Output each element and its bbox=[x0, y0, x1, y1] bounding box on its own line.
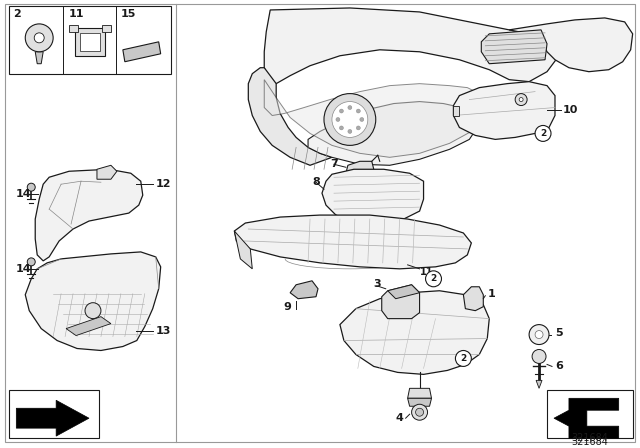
Circle shape bbox=[519, 98, 523, 102]
Text: 2: 2 bbox=[460, 354, 467, 363]
Circle shape bbox=[324, 94, 376, 145]
Text: 2: 2 bbox=[430, 274, 436, 283]
Bar bbox=[10, 390, 99, 438]
Circle shape bbox=[529, 325, 549, 345]
Polygon shape bbox=[80, 33, 100, 51]
Bar bbox=[547, 390, 633, 438]
Polygon shape bbox=[97, 165, 117, 179]
Text: 8: 8 bbox=[312, 177, 320, 187]
Circle shape bbox=[412, 404, 428, 420]
Polygon shape bbox=[35, 52, 43, 64]
Circle shape bbox=[356, 109, 360, 113]
Text: 13: 13 bbox=[156, 326, 171, 336]
Polygon shape bbox=[264, 8, 559, 84]
Polygon shape bbox=[290, 281, 318, 299]
Text: 1: 1 bbox=[487, 289, 495, 299]
Text: 11: 11 bbox=[69, 9, 84, 19]
Polygon shape bbox=[453, 82, 555, 139]
Text: 7: 7 bbox=[330, 159, 338, 169]
Text: 10: 10 bbox=[563, 104, 579, 115]
Circle shape bbox=[34, 33, 44, 43]
Text: 11: 11 bbox=[420, 267, 433, 277]
Text: 14: 14 bbox=[15, 264, 31, 274]
Polygon shape bbox=[481, 30, 547, 64]
Polygon shape bbox=[380, 219, 399, 227]
Text: 15: 15 bbox=[121, 9, 136, 19]
Text: 2: 2 bbox=[13, 9, 21, 19]
Polygon shape bbox=[408, 388, 431, 398]
Circle shape bbox=[25, 24, 53, 52]
Polygon shape bbox=[308, 102, 477, 165]
Polygon shape bbox=[123, 42, 161, 62]
Circle shape bbox=[535, 331, 543, 339]
Circle shape bbox=[28, 258, 35, 266]
Polygon shape bbox=[554, 398, 619, 438]
Polygon shape bbox=[75, 28, 105, 56]
Circle shape bbox=[28, 183, 35, 191]
Polygon shape bbox=[248, 68, 332, 165]
Circle shape bbox=[348, 106, 352, 109]
Polygon shape bbox=[25, 252, 161, 350]
Polygon shape bbox=[35, 169, 143, 261]
Circle shape bbox=[426, 271, 442, 287]
Text: 321684: 321684 bbox=[572, 437, 608, 447]
Bar bbox=[10, 6, 171, 73]
Circle shape bbox=[532, 349, 546, 363]
Circle shape bbox=[456, 350, 471, 366]
Polygon shape bbox=[509, 18, 633, 72]
Polygon shape bbox=[388, 285, 420, 299]
Text: 6: 6 bbox=[555, 362, 563, 371]
Polygon shape bbox=[66, 317, 111, 336]
Polygon shape bbox=[102, 25, 111, 32]
Text: 3: 3 bbox=[374, 279, 381, 289]
Polygon shape bbox=[336, 215, 354, 227]
Polygon shape bbox=[463, 287, 483, 310]
Text: 14: 14 bbox=[15, 189, 31, 199]
Polygon shape bbox=[453, 106, 460, 116]
Polygon shape bbox=[322, 169, 424, 223]
Polygon shape bbox=[16, 400, 89, 436]
Text: 321684: 321684 bbox=[572, 433, 608, 443]
Polygon shape bbox=[381, 285, 420, 319]
Polygon shape bbox=[408, 398, 431, 406]
Text: 12: 12 bbox=[156, 179, 172, 189]
Text: 5: 5 bbox=[555, 327, 563, 338]
Circle shape bbox=[85, 303, 101, 319]
Text: 4: 4 bbox=[396, 413, 404, 423]
Polygon shape bbox=[340, 291, 489, 375]
Circle shape bbox=[339, 126, 344, 130]
Polygon shape bbox=[346, 161, 374, 177]
Polygon shape bbox=[536, 380, 542, 388]
Text: 2: 2 bbox=[540, 129, 546, 138]
Circle shape bbox=[339, 109, 344, 113]
Polygon shape bbox=[69, 25, 78, 32]
Text: 9: 9 bbox=[284, 302, 291, 312]
Circle shape bbox=[515, 94, 527, 106]
Circle shape bbox=[332, 102, 368, 138]
Polygon shape bbox=[264, 80, 485, 157]
Circle shape bbox=[348, 129, 352, 134]
Circle shape bbox=[360, 117, 364, 121]
Circle shape bbox=[356, 126, 360, 130]
Circle shape bbox=[336, 117, 340, 121]
Circle shape bbox=[415, 408, 424, 416]
Polygon shape bbox=[234, 215, 471, 269]
Polygon shape bbox=[234, 231, 252, 269]
Circle shape bbox=[535, 125, 551, 142]
